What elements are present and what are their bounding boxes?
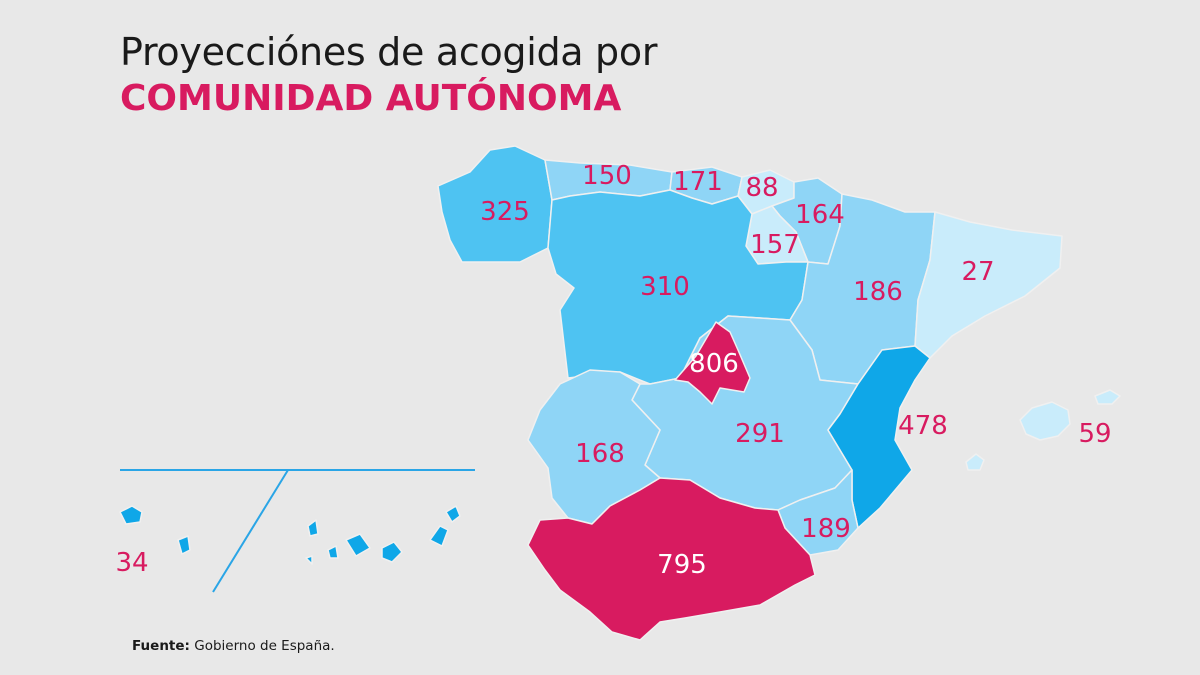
region-canarias-island-e[interactable] xyxy=(429,525,449,547)
region-andalucia[interactable] xyxy=(527,477,816,641)
label-valencia: 478 xyxy=(898,411,948,441)
source-text: Gobierno de España. xyxy=(189,638,335,654)
title-line-1: Proyecciónes de acogida por xyxy=(120,30,658,74)
label-pais-vasco: 88 xyxy=(745,173,779,203)
region-canarias-island-b[interactable] xyxy=(327,545,339,559)
label-navarra: 164 xyxy=(795,200,845,230)
region-madrid[interactable] xyxy=(674,321,751,405)
region-cataluna[interactable] xyxy=(914,211,1063,359)
label-murcia: 189 xyxy=(801,514,851,544)
source-note: Fuente: Gobierno de España. xyxy=(132,638,335,654)
region-canarias-island-d[interactable] xyxy=(381,541,403,563)
region-canarias-lanzarote[interactable] xyxy=(119,505,143,525)
region-valencia[interactable] xyxy=(827,345,931,529)
label-castilla-leon: 310 xyxy=(640,272,690,302)
label-asturias: 150 xyxy=(582,161,632,191)
label-aragon: 186 xyxy=(853,277,903,307)
region-canarias-island-f[interactable] xyxy=(445,505,461,523)
region-canarias-island-a[interactable] xyxy=(307,519,319,537)
label-extremadura: 168 xyxy=(575,439,625,469)
label-cantabria: 171 xyxy=(673,167,723,197)
region-canarias-island-g[interactable] xyxy=(305,555,313,565)
region-baleares-mallorca[interactable] xyxy=(1019,401,1071,441)
map-title: Proyecciónes de acogida por COMUNIDAD AU… xyxy=(120,30,657,119)
label-canarias: 34 xyxy=(115,548,149,578)
region-baleares-menorca[interactable] xyxy=(1094,389,1121,405)
region-baleares-ibiza[interactable] xyxy=(965,453,985,471)
label-baleares: 59 xyxy=(1078,419,1112,449)
source-label: Fuente: xyxy=(132,638,190,654)
canarias-frame-diagonal xyxy=(212,469,289,593)
region-canarias-gomera[interactable] xyxy=(177,535,191,555)
label-cataluna: 27 xyxy=(961,257,995,287)
label-andalucia: 795 xyxy=(657,550,707,580)
label-galicia: 325 xyxy=(480,197,530,227)
label-castilla-la-mancha: 291 xyxy=(735,419,785,449)
label-la-rioja: 157 xyxy=(750,230,800,260)
label-madrid: 806 xyxy=(689,349,739,379)
region-canarias-island-c[interactable] xyxy=(345,533,371,557)
title-line-2: COMUNIDAD AUTÓNOMA xyxy=(120,78,622,119)
